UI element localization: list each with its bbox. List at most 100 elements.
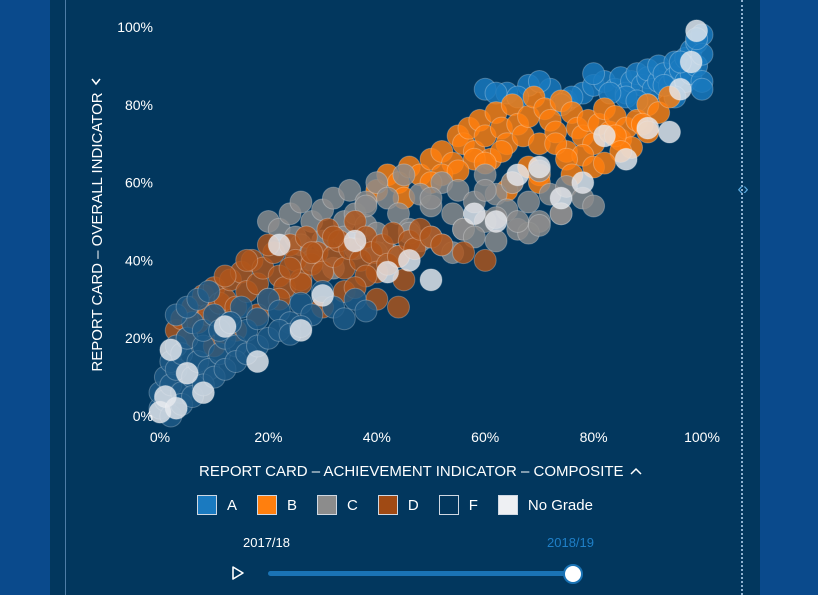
data-point[interactable] (191, 381, 215, 405)
legend-label: D (407, 496, 419, 514)
play-icon[interactable] (230, 565, 246, 581)
y-tick-label: 20% (125, 330, 153, 346)
data-point[interactable] (338, 178, 362, 202)
y-tick-label: 80% (125, 97, 153, 113)
data-point[interactable] (506, 210, 530, 233)
data-point[interactable] (517, 190, 541, 214)
data-point[interactable] (668, 77, 692, 101)
data-point[interactable] (229, 295, 253, 319)
data-point[interactable] (489, 139, 513, 163)
panel-left-border (65, 0, 66, 595)
legend-label: F (468, 496, 478, 514)
data-point[interactable] (376, 186, 400, 210)
data-point[interactable] (527, 213, 551, 237)
legend-swatch (317, 495, 338, 515)
data-point[interactable] (392, 163, 416, 187)
data-point[interactable] (647, 101, 671, 125)
data-point[interactable] (159, 338, 183, 362)
data-point[interactable] (343, 229, 367, 253)
data-point[interactable] (462, 202, 486, 226)
legend-item-no-grade[interactable]: No Grade (497, 495, 593, 515)
data-point[interactable] (690, 77, 714, 101)
data-point[interactable] (246, 307, 270, 331)
chevron-up-icon[interactable] (630, 467, 642, 475)
data-point[interactable] (446, 178, 470, 202)
legend-swatch (197, 495, 217, 515)
timeline-start-label[interactable]: 2017/18 (243, 535, 290, 550)
y-axis-title[interactable]: REPORT CARD – OVERALL INDICATOR (89, 78, 106, 372)
legend-item-c[interactable]: C (317, 495, 358, 515)
data-point[interactable] (376, 260, 400, 284)
data-point[interactable] (685, 19, 709, 43)
data-point[interactable] (592, 124, 616, 148)
data-point[interactable] (430, 233, 454, 257)
legend-item-b[interactable]: B (257, 495, 297, 515)
data-point[interactable] (354, 299, 378, 323)
data-point[interactable] (311, 283, 335, 307)
data-point[interactable] (419, 186, 443, 210)
data-point[interactable] (289, 190, 313, 214)
legend-item-d[interactable]: D (377, 495, 419, 515)
legend-label: No Grade (527, 496, 593, 514)
data-point[interactable] (267, 233, 291, 257)
data-point[interactable] (397, 248, 421, 272)
panel-resize-divider[interactable] (741, 0, 743, 595)
data-point[interactable] (321, 225, 345, 249)
data-point[interactable] (582, 194, 606, 218)
x-axis-ticks: 0% 20% 40% 60% 80% 100% (150, 429, 720, 445)
data-point[interactable] (175, 361, 199, 385)
data-point[interactable] (592, 151, 616, 175)
timeline-slider-track[interactable] (268, 571, 572, 576)
data-point[interactable] (571, 171, 595, 195)
data-point[interactable] (386, 295, 410, 319)
data-point[interactable] (484, 229, 508, 253)
y-axis-label[interactable]: REPORT CARD – OVERALL INDICATOR (89, 92, 106, 371)
x-axis-label[interactable]: REPORT CARD – ACHIEVEMENT INDICATOR – CO… (199, 463, 624, 480)
legend-label: A (227, 496, 238, 514)
legend-swatch (257, 495, 278, 515)
data-point[interactable] (614, 147, 638, 171)
legend-item-f[interactable]: F (438, 495, 478, 515)
data-point[interactable] (544, 132, 568, 156)
data-point[interactable] (332, 307, 356, 331)
legend-label: B (287, 496, 298, 514)
data-point[interactable] (549, 186, 573, 210)
data-point[interactable] (462, 225, 486, 249)
data-point[interactable] (213, 264, 237, 288)
data-point[interactable] (506, 163, 530, 187)
timeline-slider-handle[interactable] (563, 564, 583, 584)
data-point[interactable] (473, 178, 497, 202)
chevron-right-icon[interactable] (91, 78, 101, 86)
data-point[interactable] (213, 315, 237, 339)
data-point[interactable] (278, 256, 302, 280)
legend: A B C D F No Grade (197, 495, 613, 515)
data-point[interactable] (657, 120, 681, 144)
data-point[interactable] (289, 318, 313, 342)
data-point[interactable] (527, 155, 551, 179)
data-point[interactable] (246, 350, 270, 374)
data-point[interactable] (235, 248, 259, 272)
data-point[interactable] (354, 194, 378, 218)
y-tick-label: 0% (133, 408, 153, 424)
legend-item-a[interactable]: A (197, 495, 237, 515)
data-point[interactable] (419, 268, 443, 292)
data-point[interactable] (164, 396, 188, 420)
data-point[interactable] (473, 248, 497, 272)
data-point[interactable] (582, 62, 606, 86)
legend-swatch (377, 495, 398, 515)
expand-collapse-icon[interactable]: ‹› (737, 179, 749, 198)
data-point[interactable] (300, 241, 324, 265)
data-point[interactable] (365, 171, 389, 195)
data-point[interactable] (679, 50, 703, 74)
x-tick-label: 60% (471, 429, 499, 445)
data-point[interactable] (636, 116, 660, 140)
legend-swatch (438, 495, 459, 515)
x-tick-label: 0% (150, 429, 170, 445)
data-point[interactable] (484, 210, 508, 233)
data-point[interactable] (197, 280, 221, 304)
timeline-end-label[interactable]: 2018/19 (547, 535, 594, 550)
x-tick-label: 80% (580, 429, 608, 445)
data-point[interactable] (452, 241, 476, 265)
series-no-grade (148, 19, 709, 424)
